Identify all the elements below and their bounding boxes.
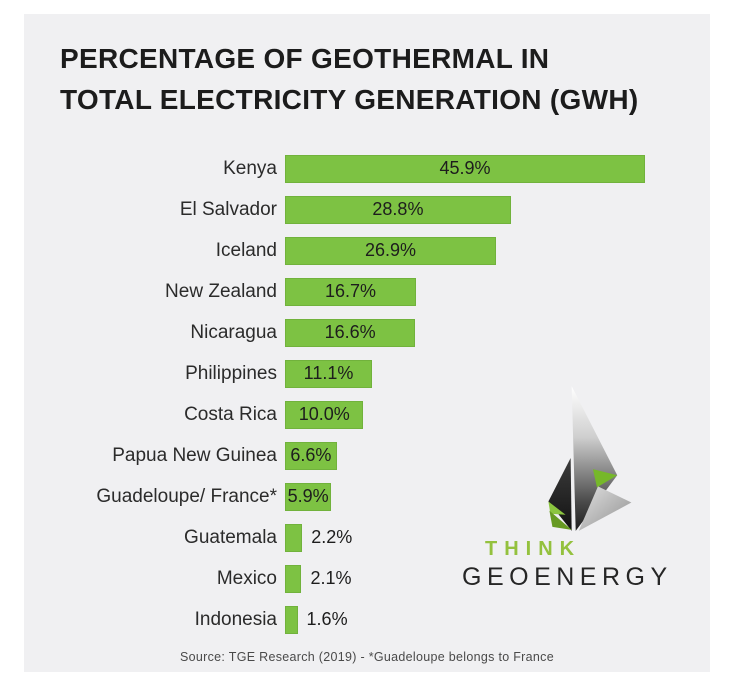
value-label: 45.9% xyxy=(439,158,491,178)
value-label: 10.0% xyxy=(298,404,350,424)
bar-chart: Kenya 45.9% El Salvador 28.8% Iceland 26.9% Ne… xyxy=(24,148,710,640)
value-label: 1.6% xyxy=(306,609,348,629)
bar-track: 6.6% xyxy=(285,441,645,470)
bar xyxy=(285,605,298,634)
value-label: 6.6% xyxy=(290,445,332,465)
bar-track: 11.1% xyxy=(285,359,645,388)
value-label: 5.9% xyxy=(287,486,329,506)
chart-row: New Zealand 16.7% xyxy=(24,271,710,312)
category-label: Kenya xyxy=(223,157,277,179)
chart-row: Indonesia 1.6% xyxy=(24,599,710,640)
category-label: New Zealand xyxy=(165,280,277,302)
category-label: Nicaragua xyxy=(190,321,277,343)
category-label: Philippines xyxy=(185,362,277,384)
bar: 26.9% xyxy=(285,236,496,265)
chart-row: Costa Rica 10.0% xyxy=(24,394,710,435)
bar: 16.6% xyxy=(285,318,416,347)
bar-track: 16.6% xyxy=(285,318,645,347)
page-title-line2: TOTAL ELECTRICITY GENERATION (GWH) xyxy=(60,84,639,115)
bar: 5.9% xyxy=(285,482,332,511)
category-label: Indonesia xyxy=(194,608,277,630)
value-label: 28.8% xyxy=(372,199,424,219)
bar: 45.9% xyxy=(285,154,645,183)
bar-track: 45.9% xyxy=(285,154,645,183)
bar: 10.0% xyxy=(285,400,364,429)
category-label: Iceland xyxy=(215,239,277,261)
chart-row: Guadeloupe/ France* 5.9% xyxy=(24,476,710,517)
chart-row: El Salvador 28.8% xyxy=(24,189,710,230)
page-title-line1: PERCENTAGE OF GEOTHERMAL IN xyxy=(60,43,550,74)
category-label: Mexico xyxy=(216,567,277,589)
chart-row: Guatemala 2.2% xyxy=(24,517,710,558)
value-label: 11.1% xyxy=(303,363,354,383)
category-label: El Salvador xyxy=(179,198,277,220)
bar-track: 16.7% xyxy=(285,277,645,306)
value-label: 2.2% xyxy=(311,527,353,547)
chart-row: Iceland 26.9% xyxy=(24,230,710,271)
bar: 16.7% xyxy=(285,277,416,306)
chart-card: PERCENTAGE OF GEOTHERMAL IN TOTAL ELECTR… xyxy=(24,14,710,672)
bar-track: 10.0% xyxy=(285,400,645,429)
category-label: Guatemala xyxy=(184,526,277,548)
chart-row: Nicaragua 16.6% xyxy=(24,312,710,353)
bar-track: 2.2% xyxy=(285,523,645,552)
bar xyxy=(285,564,302,593)
chart-row: Kenya 45.9% xyxy=(24,148,710,189)
bar: 28.8% xyxy=(285,195,511,224)
logo-text-think: THINK xyxy=(485,538,582,560)
bar-track: 28.8% xyxy=(285,195,645,224)
value-label: 26.9% xyxy=(364,240,416,260)
bar-track: 2.1% xyxy=(285,564,645,593)
logo-arrow-icon xyxy=(548,386,632,531)
bar: 11.1% xyxy=(285,359,373,388)
bar xyxy=(285,523,303,552)
source-note: Source: TGE Research (2019) - *Guadeloup… xyxy=(180,650,554,664)
value-label: 2.1% xyxy=(310,568,352,588)
bar-track: 1.6% xyxy=(285,605,645,634)
value-label: 16.6% xyxy=(324,322,376,342)
chart-row: Philippines 11.1% xyxy=(24,353,710,394)
category-label: Guadeloupe/ France* xyxy=(96,485,277,507)
bar-track: 5.9% xyxy=(285,482,645,511)
category-label: Costa Rica xyxy=(184,403,277,425)
bar-track: 26.9% xyxy=(285,236,645,265)
category-label: Papua New Guinea xyxy=(112,444,277,466)
chart-row: Mexico 2.1% xyxy=(24,558,710,599)
value-label: 16.7% xyxy=(324,281,376,301)
bar: 6.6% xyxy=(285,441,337,470)
page-title: PERCENTAGE OF GEOTHERMAL IN TOTAL ELECTR… xyxy=(60,38,680,120)
chart-row: Papua New Guinea 6.6% xyxy=(24,435,710,476)
logo-text-geoenergy: GEOENERGY xyxy=(462,563,673,591)
